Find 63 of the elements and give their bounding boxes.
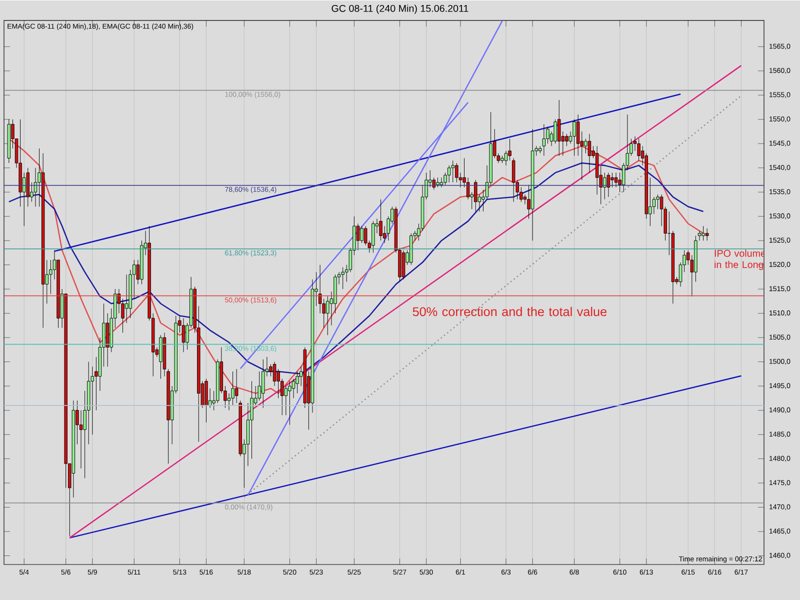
candlestick: [451, 160, 454, 182]
candlestick: [90, 366, 94, 435]
candlestick: [79, 410, 83, 468]
candlestick: [606, 172, 610, 197]
candlestick: [250, 380, 254, 459]
candlestick: [512, 158, 516, 202]
candlestick: [656, 194, 660, 210]
annotation: 50% correction and the total value: [412, 306, 607, 316]
candlestick: [474, 180, 478, 212]
candlestick: [296, 371, 299, 394]
chart-title: GC 08-11 (240 Min) 15.06.2011: [332, 4, 468, 14]
candlestick: [546, 126, 550, 144]
candlestick: [140, 240, 144, 284]
candlestick: [341, 266, 344, 290]
candlestick: [166, 368, 170, 464]
candlestick: [356, 223, 360, 250]
candlestick: [542, 124, 546, 156]
candlestick: [326, 296, 330, 336]
candlestick: [310, 278, 314, 413]
candlestick: [466, 177, 470, 200]
candlestick: [318, 264, 322, 314]
candlestick: [402, 250, 406, 280]
candlestick: [292, 378, 296, 398]
candlestick: [671, 230, 675, 304]
candlestick: [504, 150, 508, 166]
candlestick: [558, 100, 561, 156]
candlestick: [182, 318, 186, 352]
candlestick: [379, 198, 382, 241]
candlestick: [124, 274, 128, 324]
candlestick: [447, 164, 451, 182]
candlestick: [595, 146, 599, 195]
candlestick: [614, 172, 618, 188]
candlestick: [159, 334, 162, 379]
candlestick: [72, 400, 76, 498]
candlestick: [87, 361, 90, 444]
candlestick: [272, 361, 276, 386]
candlestick: [603, 172, 606, 200]
candlestick: [694, 235, 698, 282]
candlestick: [705, 228, 709, 241]
candlestick: [610, 172, 614, 188]
candlestick: [49, 260, 52, 294]
candlestick: [572, 118, 576, 156]
candlestick: [288, 380, 292, 425]
candlestick: [34, 167, 38, 207]
candlestick: [576, 114, 580, 156]
candlestick: [41, 152, 45, 328]
candlestick: [334, 274, 337, 314]
candlestick: [238, 400, 242, 456]
candlestick: [702, 226, 705, 241]
candlestick: [698, 230, 702, 241]
candlestick: [262, 358, 265, 408]
candlestick: [440, 177, 444, 188]
candlestick: [588, 133, 592, 173]
candlestick: [455, 162, 458, 182]
candlestick: [106, 312, 110, 367]
candlestick: [652, 196, 656, 214]
candlestick: [637, 138, 640, 161]
candlestick: [530, 128, 534, 241]
candlestick: [565, 133, 568, 146]
candlestick: [508, 138, 512, 161]
candlestick: [231, 371, 234, 406]
candlestick: [18, 118, 22, 207]
candlestick: [7, 118, 11, 164]
